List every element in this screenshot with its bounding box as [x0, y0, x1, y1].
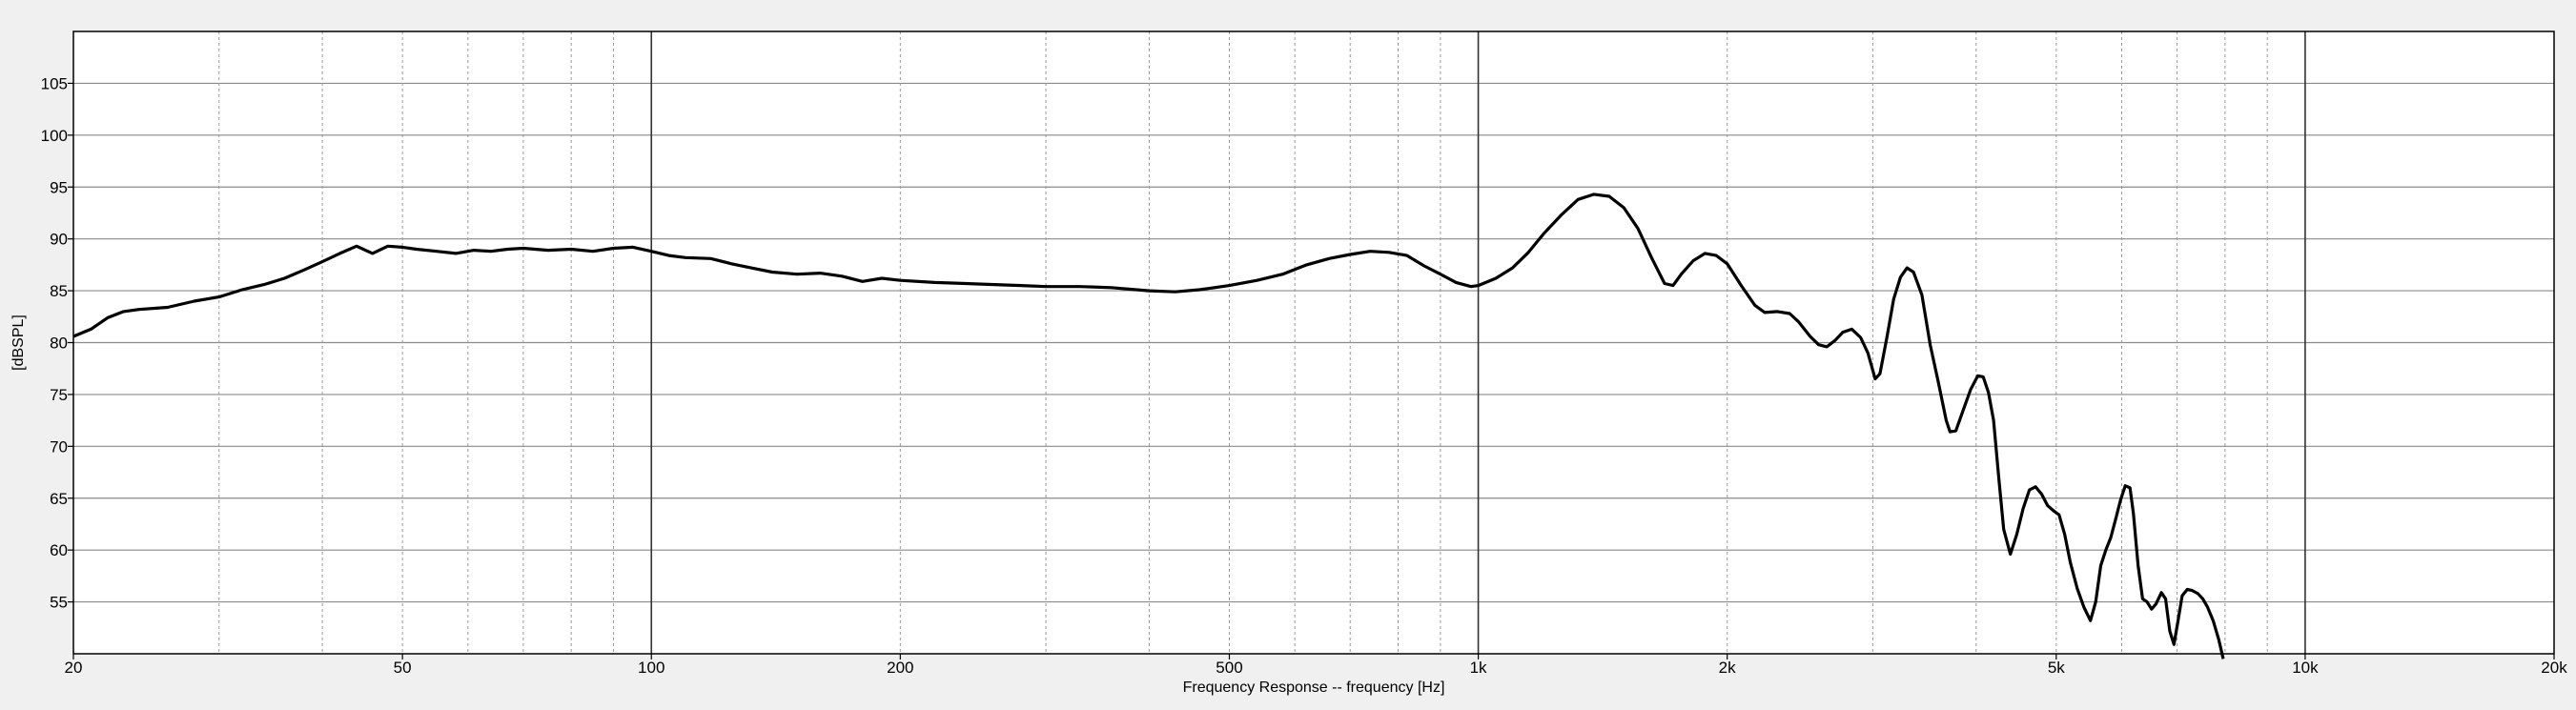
series-layer: [72, 193, 2225, 659]
y-tick-label: 60: [50, 541, 68, 559]
x-tick-label: 10k: [2292, 659, 2319, 677]
x-tick-label: 50: [394, 659, 412, 677]
y-tick-label: 105: [41, 74, 68, 92]
x-tick-label: 5k: [2048, 659, 2065, 677]
grid-lines: [73, 31, 2554, 654]
x-tick-label: 100: [638, 659, 664, 677]
y-tick-label: 80: [50, 335, 68, 353]
x-tick-label: 1k: [1470, 659, 1487, 677]
y-tick-label: 95: [50, 178, 68, 196]
y-tick-label: 85: [50, 282, 68, 300]
y-tick-label: 70: [50, 437, 68, 456]
y-tick-label: 65: [50, 490, 68, 508]
x-tick-label: 500: [1216, 659, 1242, 677]
x-axis-label: Frequency Response -- frequency [Hz]: [1183, 680, 1445, 696]
y-tick-label: 90: [50, 231, 68, 249]
y-tick-label: 55: [50, 594, 68, 612]
x-tick-label: 20k: [2541, 659, 2567, 677]
x-tick-label: 2k: [1719, 659, 1736, 677]
y-tick-label: 75: [50, 386, 68, 404]
y-axis-label: [dBSPL]: [10, 314, 27, 371]
x-tick-label: 200: [887, 659, 913, 677]
y-tick-label: 100: [41, 127, 68, 145]
x-tick-label: 20: [65, 659, 83, 677]
tick-labels: 20 50 100 200 500 1k 2k 5k 10k 20k 55 60 65 70 75 80 85 9…: [41, 74, 2568, 677]
response-curve: [72, 193, 2225, 659]
